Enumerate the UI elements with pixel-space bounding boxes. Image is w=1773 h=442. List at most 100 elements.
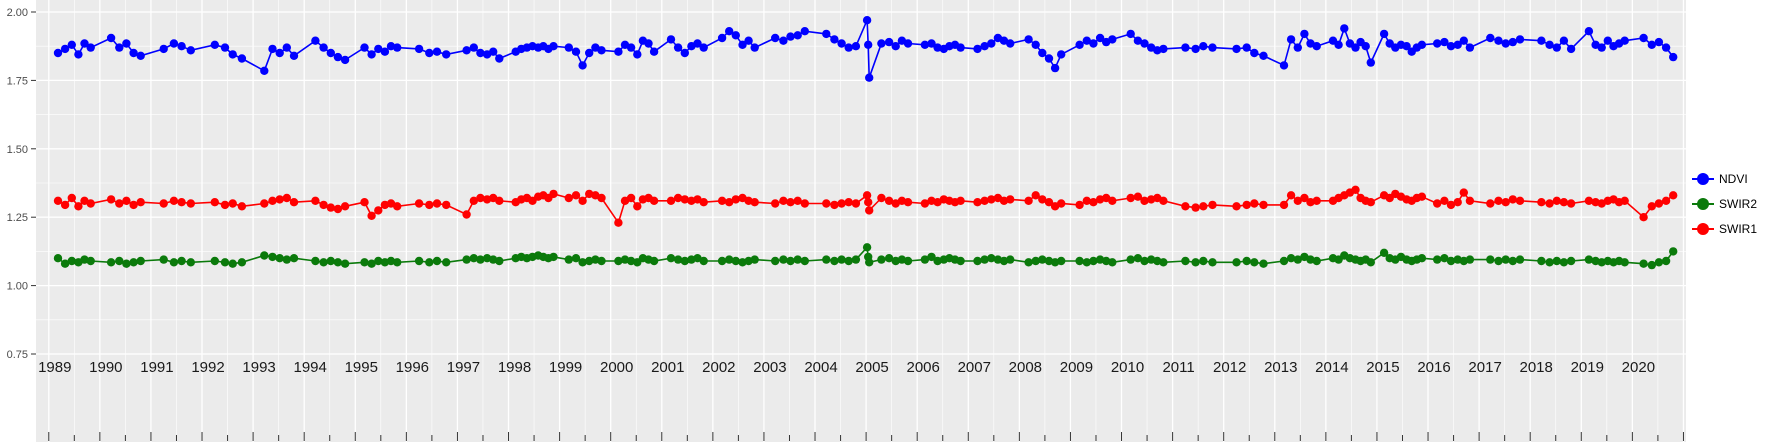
data-point	[1250, 48, 1259, 58]
data-point	[1006, 255, 1015, 264]
data-point	[311, 36, 320, 45]
data-point	[1351, 185, 1360, 194]
data-point	[1566, 199, 1576, 208]
legend-label-ndvi: NDVI	[1719, 171, 1748, 186]
data-point	[425, 48, 434, 58]
data-point	[220, 43, 230, 52]
data-point	[571, 47, 581, 56]
data-point	[1361, 42, 1370, 51]
x-tick-label: 2018	[1520, 359, 1553, 376]
legend-marker-swir2-icon	[1692, 197, 1714, 210]
data-point	[1620, 196, 1629, 205]
data-point	[275, 254, 284, 263]
data-point	[626, 193, 636, 203]
data-point	[793, 255, 802, 264]
data-point	[1501, 39, 1510, 48]
data-point	[1465, 43, 1475, 52]
data-point	[289, 198, 299, 207]
data-point	[282, 43, 291, 52]
data-point	[177, 198, 186, 207]
data-point	[1508, 256, 1518, 266]
data-point	[374, 44, 383, 54]
data-point	[1647, 40, 1657, 49]
data-point	[920, 199, 930, 208]
data-point	[122, 39, 131, 48]
data-point	[980, 196, 989, 205]
data-point	[1312, 196, 1321, 205]
data-point	[319, 258, 328, 267]
data-point	[1159, 44, 1168, 54]
data-point	[462, 46, 471, 55]
data-point	[1089, 198, 1098, 207]
data-point	[822, 199, 831, 208]
data-point	[333, 204, 343, 214]
data-point	[268, 44, 277, 54]
data-point	[699, 256, 708, 266]
data-point	[1584, 27, 1594, 36]
data-point	[80, 39, 89, 48]
legend-marker-ndvi-icon	[1692, 172, 1714, 185]
data-point	[1242, 200, 1251, 210]
data-point	[1006, 39, 1015, 48]
data-point	[136, 198, 145, 207]
data-point	[442, 50, 451, 59]
data-point	[884, 196, 894, 205]
data-point	[987, 39, 996, 48]
data-point	[1293, 255, 1303, 264]
data-point	[717, 196, 727, 205]
data-point	[374, 256, 383, 266]
data-point	[786, 32, 795, 41]
data-point	[1140, 256, 1149, 266]
data-point	[159, 44, 168, 54]
data-point	[1465, 196, 1475, 205]
data-point	[1494, 36, 1503, 45]
data-point	[489, 47, 498, 56]
data-point	[1552, 256, 1562, 266]
data-point	[1259, 51, 1268, 60]
data-point	[864, 40, 873, 49]
data-point	[476, 193, 485, 203]
x-tick-label: 1993	[242, 359, 275, 376]
data-point	[626, 43, 636, 52]
data-point	[326, 256, 335, 266]
data-point	[779, 196, 788, 205]
data-point	[851, 42, 861, 51]
gridlines	[36, 0, 1686, 442]
data-point	[177, 42, 186, 51]
data-point	[1082, 36, 1092, 45]
data-point	[673, 43, 683, 52]
data-point	[1669, 191, 1678, 200]
data-point	[973, 198, 982, 207]
data-point	[1300, 29, 1309, 39]
data-point	[750, 255, 759, 264]
data-point	[169, 258, 179, 267]
plot-panel	[36, 0, 1686, 442]
data-point	[1038, 48, 1047, 58]
x-tick-label: 2011	[1162, 359, 1194, 376]
data-point	[425, 200, 434, 210]
data-point	[549, 252, 558, 262]
data-point	[864, 198, 873, 207]
data-point	[476, 255, 485, 264]
data-point	[725, 27, 734, 36]
data-point	[903, 39, 913, 48]
data-point	[129, 200, 138, 210]
data-point	[1279, 61, 1289, 70]
data-point	[1654, 199, 1664, 208]
data-point	[666, 196, 676, 205]
data-point	[1537, 256, 1546, 266]
data-point	[260, 251, 269, 260]
data-point	[1366, 198, 1376, 207]
data-point	[1232, 202, 1241, 211]
data-point	[1140, 39, 1149, 48]
data-point	[865, 206, 874, 215]
data-point	[1501, 198, 1510, 207]
data-point	[779, 36, 788, 45]
data-point	[649, 196, 659, 205]
data-point	[1639, 213, 1648, 222]
data-point	[1075, 40, 1084, 49]
data-point	[1433, 255, 1442, 264]
data-point	[186, 258, 195, 267]
data-point	[1232, 258, 1241, 267]
data-point	[891, 42, 900, 51]
